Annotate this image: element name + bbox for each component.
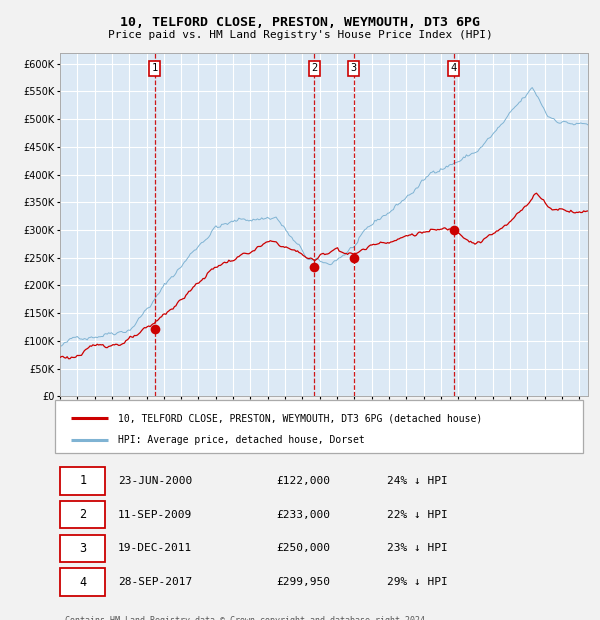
Text: HPI: Average price, detached house, Dorset: HPI: Average price, detached house, Dors…: [118, 435, 365, 445]
Text: 10, TELFORD CLOSE, PRESTON, WEYMOUTH, DT3 6PG: 10, TELFORD CLOSE, PRESTON, WEYMOUTH, DT…: [120, 16, 480, 29]
Text: 4: 4: [79, 576, 86, 589]
Text: 3: 3: [79, 542, 86, 555]
Text: £299,950: £299,950: [277, 577, 331, 587]
FancyBboxPatch shape: [55, 401, 583, 453]
Text: 11-SEP-2009: 11-SEP-2009: [118, 510, 193, 520]
Text: 23% ↓ HPI: 23% ↓ HPI: [388, 543, 448, 554]
Text: £233,000: £233,000: [277, 510, 331, 520]
Text: 23-JUN-2000: 23-JUN-2000: [118, 476, 193, 485]
Text: Price paid vs. HM Land Registry's House Price Index (HPI): Price paid vs. HM Land Registry's House …: [107, 30, 493, 40]
Text: 2: 2: [311, 63, 317, 73]
Text: £122,000: £122,000: [277, 476, 331, 485]
FancyBboxPatch shape: [60, 569, 105, 596]
Text: 1: 1: [152, 63, 158, 73]
Text: 22% ↓ HPI: 22% ↓ HPI: [388, 510, 448, 520]
Text: 28-SEP-2017: 28-SEP-2017: [118, 577, 193, 587]
Text: 29% ↓ HPI: 29% ↓ HPI: [388, 577, 448, 587]
FancyBboxPatch shape: [60, 534, 105, 562]
Text: £250,000: £250,000: [277, 543, 331, 554]
Text: 24% ↓ HPI: 24% ↓ HPI: [388, 476, 448, 485]
Text: 3: 3: [350, 63, 357, 73]
Text: 4: 4: [451, 63, 457, 73]
Text: 1: 1: [79, 474, 86, 487]
Text: 19-DEC-2011: 19-DEC-2011: [118, 543, 193, 554]
FancyBboxPatch shape: [60, 501, 105, 528]
FancyBboxPatch shape: [60, 467, 105, 495]
Text: 2: 2: [79, 508, 86, 521]
Text: Contains HM Land Registry data © Crown copyright and database right 2024.: Contains HM Land Registry data © Crown c…: [65, 616, 430, 620]
Text: 10, TELFORD CLOSE, PRESTON, WEYMOUTH, DT3 6PG (detached house): 10, TELFORD CLOSE, PRESTON, WEYMOUTH, DT…: [118, 414, 482, 423]
